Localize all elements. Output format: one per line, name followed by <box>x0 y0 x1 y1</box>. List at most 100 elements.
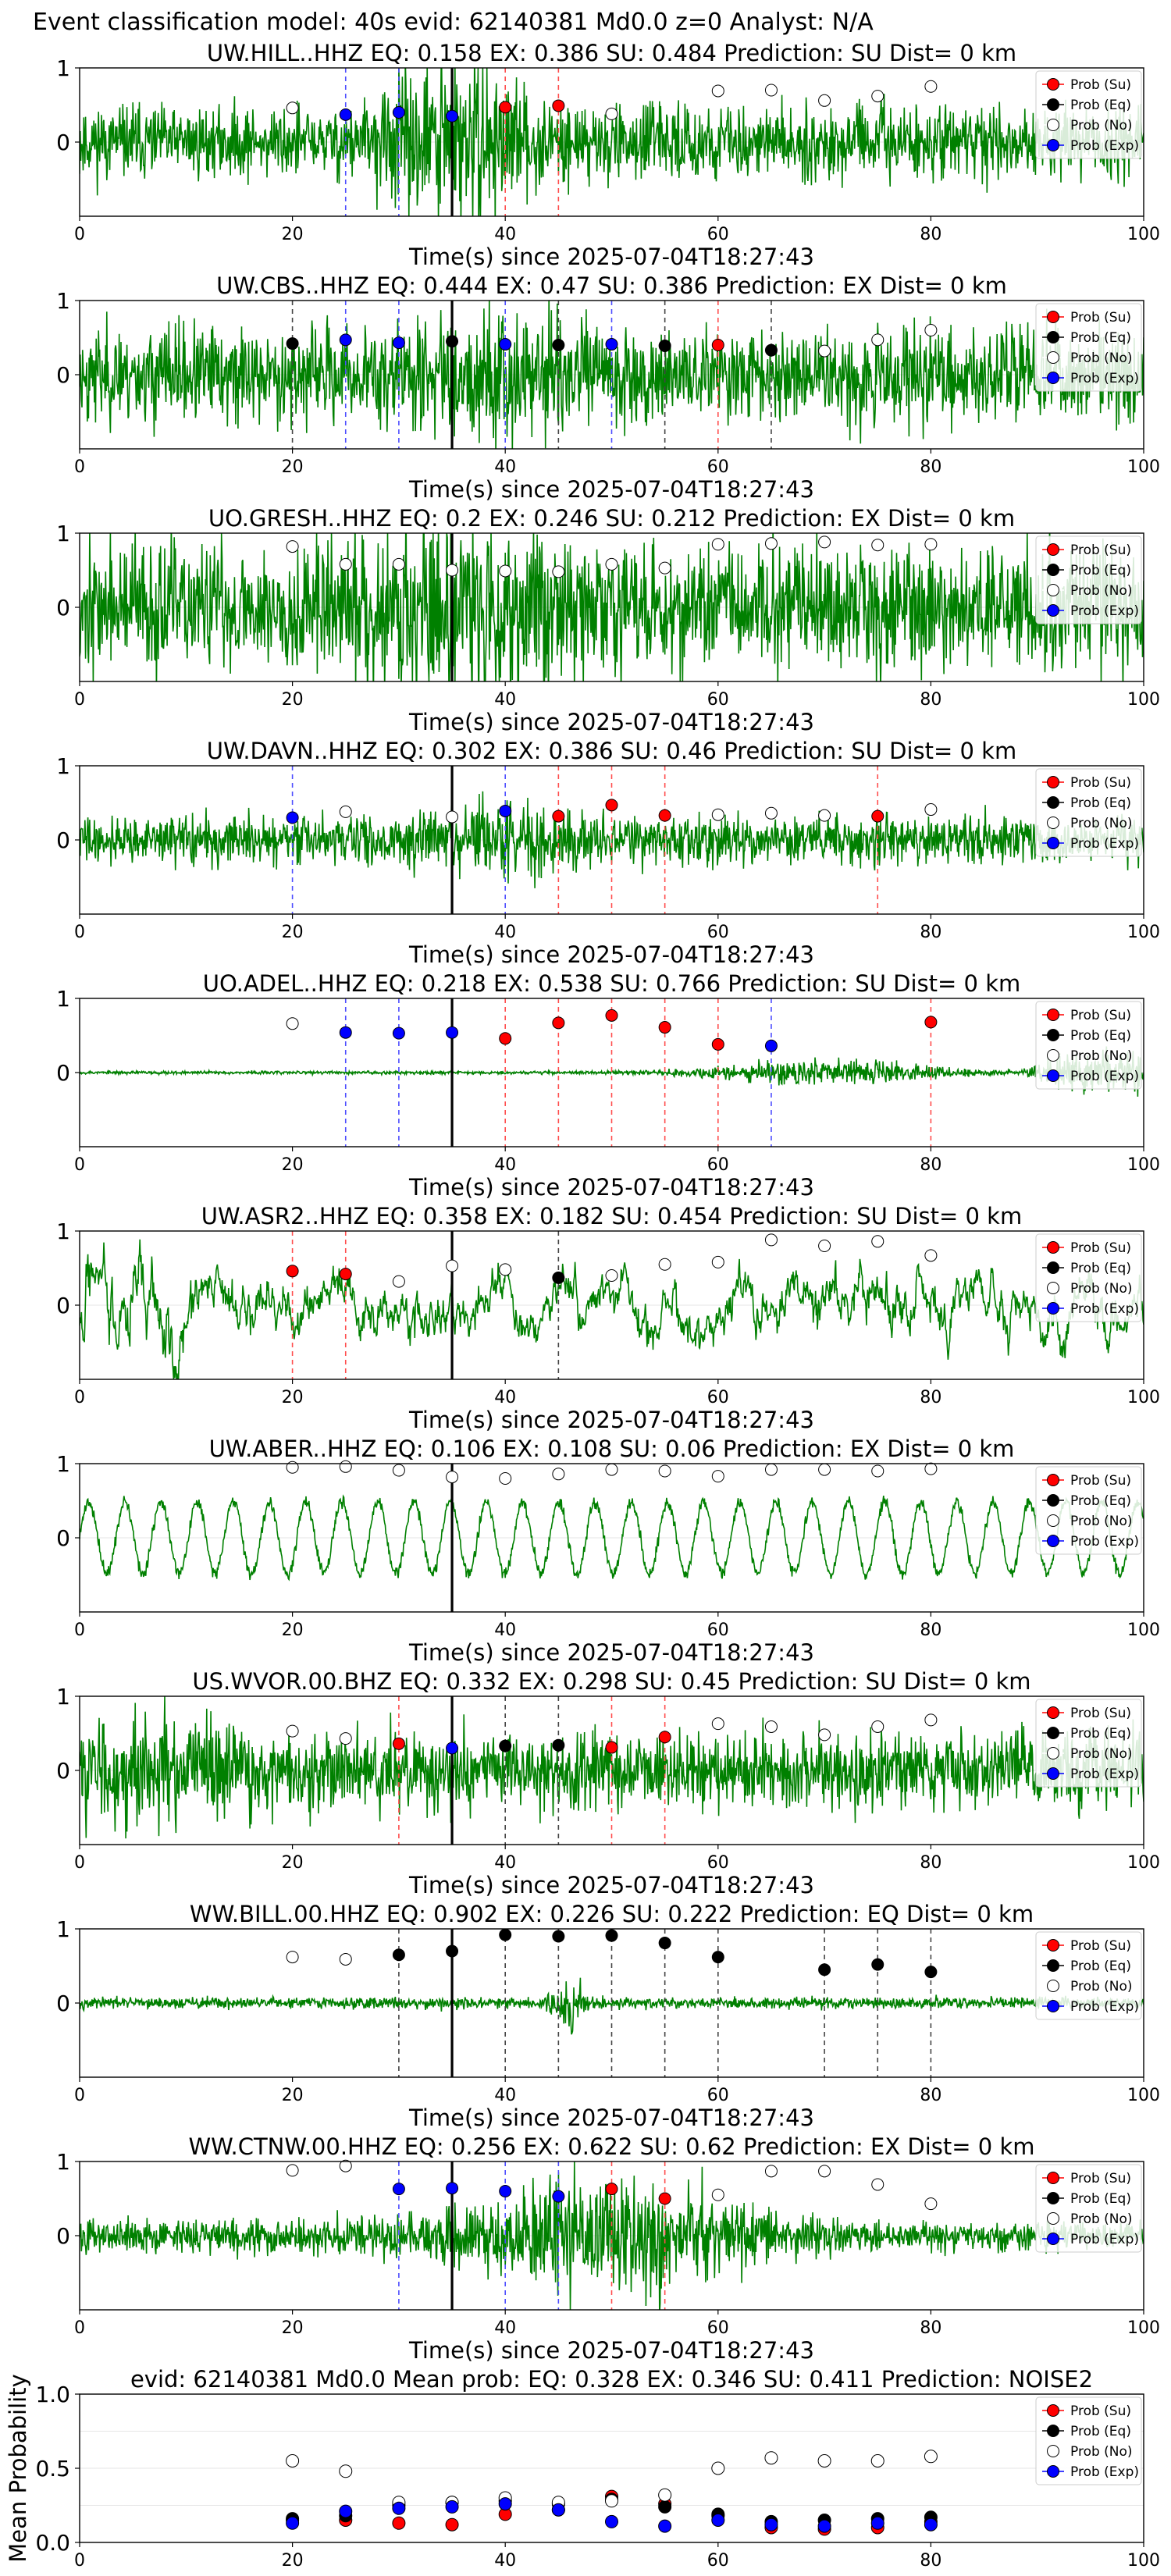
legend-label: Prob (No) <box>1070 816 1133 831</box>
prob-point-eq <box>499 1739 512 1752</box>
prob-point-no <box>924 1713 938 1727</box>
legend-label: Prob (Su) <box>1070 1473 1131 1489</box>
x-tick-label: 40 <box>494 457 516 477</box>
x-tick-label: 60 <box>707 1388 729 1407</box>
x-tick-label: 80 <box>920 923 941 942</box>
prob-point-exp <box>446 1742 459 1755</box>
prob-point-exp <box>339 1026 352 1039</box>
seismogram-panel-5: UO.ADEL..HHZ EQ: 0.218 EX: 0.538 SU: 0.7… <box>56 970 1160 1201</box>
prob-point-eq <box>764 343 778 357</box>
prob-point-no <box>818 1728 831 1742</box>
mean-point-no <box>711 2461 725 2475</box>
legend-label: Prob (Su) <box>1070 2403 1131 2419</box>
legend-marker-no <box>1047 2212 1059 2225</box>
legend-marker-eq <box>1047 331 1059 343</box>
prob-point-no <box>286 1951 299 1964</box>
legend-label: Prob (Exp) <box>1070 603 1139 619</box>
x-tick-label: 20 <box>282 923 304 942</box>
x-axis-label: Time(s) since 2025-07-04T18:27:43 <box>408 2337 814 2364</box>
prob-point-no <box>446 1259 459 1272</box>
prob-point-su <box>605 1741 618 1754</box>
prob-point-exp <box>286 811 299 824</box>
mean-point-exp <box>924 2517 938 2532</box>
legend-marker-su <box>1047 1009 1059 1021</box>
prob-point-su <box>711 1037 724 1051</box>
legend-marker-su <box>1047 78 1059 91</box>
x-tick-label: 40 <box>494 1853 516 1873</box>
legend-label: Prob (No) <box>1070 1514 1133 1529</box>
x-tick-label: 100 <box>1127 1853 1160 1873</box>
legend: Prob (Su) Prob (Eq) Prob (No) Prob (Exp) <box>1035 1233 1142 1322</box>
x-tick-label: 40 <box>494 2318 516 2338</box>
prob-point-no <box>286 2164 299 2177</box>
legend-label: Prob (Eq) <box>1070 1726 1131 1742</box>
legend-marker-eq <box>1047 1727 1059 1739</box>
legend-marker-no <box>1047 817 1059 829</box>
legend-label: Prob (Exp) <box>1070 2232 1139 2247</box>
panel-title: UW.ASR2..HHZ EQ: 0.358 EX: 0.182 SU: 0.4… <box>201 1203 1022 1229</box>
legend-label: Prob (No) <box>1070 2444 1133 2460</box>
legend-label: Prob (No) <box>1070 1979 1133 1994</box>
prob-point-no <box>392 1275 405 1288</box>
legend-marker-no <box>1047 119 1059 131</box>
prob-point-su <box>605 1009 618 1022</box>
x-axis-label: Time(s) since 2025-07-04T18:27:43 <box>408 244 814 270</box>
legend-marker-eq <box>1047 2192 1059 2204</box>
y-tick-label: 1.0 <box>35 2382 70 2407</box>
x-tick-label: 80 <box>920 225 941 244</box>
x-tick-label: 100 <box>1127 2086 1160 2105</box>
prob-point-su <box>658 1731 671 1744</box>
x-tick-label: 40 <box>494 1155 516 1175</box>
prob-point-su <box>286 1265 299 1278</box>
legend-marker-exp <box>1047 1767 1059 1780</box>
legend-marker-exp <box>1047 139 1059 151</box>
prob-point-no <box>764 1463 778 1476</box>
x-tick-label: 100 <box>1127 923 1160 942</box>
y-tick-label: 1 <box>56 288 70 314</box>
seismogram-panel-8: US.WVOR.00.BHZ EQ: 0.332 EX: 0.298 SU: 0… <box>56 1668 1160 1898</box>
legend-label: Prob (Exp) <box>1070 2464 1139 2480</box>
prob-point-no <box>871 1235 884 1248</box>
seismogram-panel-10: WW.CTNW.00.HHZ EQ: 0.256 EX: 0.622 SU: 0… <box>56 2133 1160 2364</box>
legend-marker-su <box>1047 1939 1059 1952</box>
x-tick-label: 60 <box>707 225 729 244</box>
x-tick-label: 0 <box>74 457 85 477</box>
mean-point-no <box>870 2454 884 2467</box>
legend-marker-su <box>1047 2404 1059 2417</box>
prob-point-no <box>818 1240 831 1252</box>
x-tick-label: 100 <box>1127 1621 1160 1640</box>
prob-point-no <box>871 333 884 347</box>
prob-point-su <box>711 339 724 351</box>
legend-marker-su <box>1047 1241 1059 1254</box>
prob-point-no <box>605 557 618 571</box>
prob-point-no <box>339 1952 352 1966</box>
x-tick-label: 60 <box>707 1621 729 1640</box>
prob-point-no <box>446 1471 459 1484</box>
y-tick-label: 0 <box>56 827 70 853</box>
prob-point-no <box>286 540 299 553</box>
mean-point-exp <box>392 2501 406 2515</box>
prob-point-no <box>605 1463 618 1476</box>
mean-point-no <box>286 2454 300 2467</box>
prob-point-exp <box>339 108 352 121</box>
legend-marker-no <box>1047 1747 1059 1759</box>
prob-point-no <box>818 809 831 822</box>
prob-point-eq <box>605 1929 618 1942</box>
x-tick-label: 60 <box>707 2318 729 2338</box>
legend-label: Prob (Eq) <box>1070 2424 1131 2439</box>
legend-box <box>1035 1699 1142 1788</box>
prob-point-eq <box>871 1958 884 1971</box>
prob-point-su <box>658 809 671 822</box>
x-tick-label: 60 <box>707 2551 729 2571</box>
x-tick-label: 60 <box>707 457 729 477</box>
x-axis-label: Time(s) since 2025-07-04T18:27:43 <box>408 1872 814 1898</box>
prob-point-su <box>499 101 512 114</box>
x-tick-label: 100 <box>1127 1388 1160 1407</box>
legend-box <box>1035 1931 1142 2020</box>
x-axis-label: Time(s) since 2025-07-04T18:27:43 <box>408 709 814 735</box>
legend-label: Prob (No) <box>1070 118 1133 133</box>
legend-label: Prob (No) <box>1070 1746 1133 1762</box>
prob-point-no <box>818 344 831 358</box>
legend-box <box>1035 1001 1142 1090</box>
